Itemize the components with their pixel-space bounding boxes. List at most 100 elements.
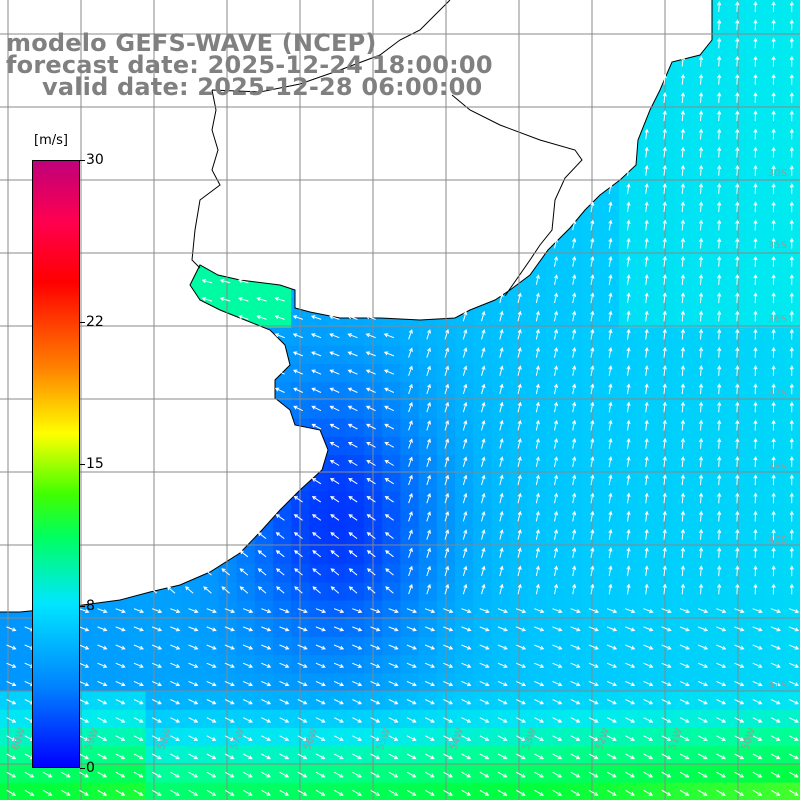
wind-arrow xyxy=(770,753,781,760)
wind-arrow xyxy=(315,644,326,650)
wind-arrow xyxy=(481,438,486,449)
wind-arrow xyxy=(424,626,436,632)
wind-arrow xyxy=(572,292,577,304)
wind-arrow xyxy=(753,401,758,413)
wind-arrow xyxy=(679,680,690,687)
wind-arrow xyxy=(644,255,649,267)
wind-arrow xyxy=(133,644,144,650)
wind-arrow xyxy=(679,699,690,705)
wind-arrow xyxy=(608,183,613,194)
wind-arrow xyxy=(426,511,431,522)
wind-arrow xyxy=(608,547,613,558)
wind-arrow xyxy=(352,753,363,760)
wind-arrow xyxy=(347,423,358,430)
wind-arrow xyxy=(515,717,526,723)
wind-arrow xyxy=(329,442,340,448)
wind-arrow xyxy=(242,699,253,705)
wind-arrow xyxy=(188,735,199,741)
wind-arrow xyxy=(293,550,303,558)
wind-arrow xyxy=(644,510,649,522)
wind-arrow xyxy=(292,369,304,375)
wind-arrow xyxy=(330,550,340,558)
wind-arrow xyxy=(333,717,344,723)
wind-arrow xyxy=(698,789,708,796)
wind-arrow xyxy=(370,608,381,614)
wind-arrow xyxy=(771,164,776,176)
wind-arrow xyxy=(97,789,108,796)
wind-arrow xyxy=(680,547,686,558)
wind-arrow xyxy=(443,662,454,668)
wind-arrow xyxy=(206,717,217,723)
wind-arrow xyxy=(789,365,794,376)
wind-arrow xyxy=(752,789,763,796)
wind-arrow xyxy=(515,626,527,632)
wind-arrow xyxy=(365,369,376,375)
wind-arrow xyxy=(170,626,181,632)
wind-arrow xyxy=(735,401,740,413)
wind-arrow xyxy=(499,438,504,449)
wind-arrow xyxy=(347,315,358,320)
wind-arrow xyxy=(462,419,468,431)
wind-arrow xyxy=(608,419,613,431)
wind-arrow xyxy=(771,110,776,122)
wind-arrow xyxy=(643,735,654,741)
wind-arrow xyxy=(680,183,686,194)
wind-arrow xyxy=(148,586,158,594)
wind-arrow xyxy=(206,699,217,705)
wind-arrow xyxy=(444,347,450,358)
wind-arrow xyxy=(79,699,90,705)
wind-arrow xyxy=(590,547,595,558)
wind-arrow xyxy=(444,401,450,413)
wind-arrow xyxy=(499,565,504,577)
wind-arrow xyxy=(79,753,90,760)
wind-arrow xyxy=(311,405,322,412)
wind-arrow xyxy=(481,529,486,540)
wind-arrow xyxy=(626,401,631,413)
colorbar-tick xyxy=(80,160,85,161)
wind-arrow xyxy=(662,274,667,285)
wind-arrow xyxy=(151,644,163,650)
wind-arrow xyxy=(462,474,468,486)
wind-arrow xyxy=(347,387,358,393)
wind-arrow xyxy=(644,292,649,304)
wind-arrow xyxy=(499,383,504,395)
wind-arrow xyxy=(771,401,776,413)
wind-arrow xyxy=(789,128,794,140)
wind-arrow xyxy=(426,401,431,413)
wind-arrow xyxy=(608,456,613,467)
wind-arrow xyxy=(242,753,253,760)
wind-arrow xyxy=(499,310,504,322)
wind-arrow xyxy=(789,201,794,213)
wind-arrow xyxy=(497,753,508,760)
wind-arrow xyxy=(625,680,636,687)
wind-arrow xyxy=(752,644,763,650)
wind-arrow xyxy=(735,565,740,577)
wind-arrow xyxy=(170,789,180,796)
wind-arrow xyxy=(517,401,522,413)
wind-arrow xyxy=(497,699,508,705)
wind-arrow xyxy=(698,437,704,449)
wind-arrow xyxy=(771,73,776,85)
wind-arrow xyxy=(771,128,776,140)
wind-arrow xyxy=(242,735,253,741)
wind-arrow xyxy=(479,717,490,723)
wind-arrow xyxy=(24,771,35,778)
wind-arrow xyxy=(534,789,544,796)
wind-arrow xyxy=(680,292,686,304)
wind-arrow xyxy=(535,583,540,595)
wind-arrow xyxy=(242,662,254,668)
wind-arrow xyxy=(329,333,340,339)
wind-arrow xyxy=(79,789,89,796)
wind-arrow xyxy=(753,346,758,358)
wind-arrow xyxy=(329,315,340,320)
wind-arrow xyxy=(151,717,162,723)
wind-arrow xyxy=(365,351,376,357)
wind-arrow xyxy=(572,492,577,504)
wind-arrow xyxy=(535,365,540,376)
wind-arrow xyxy=(348,496,358,503)
wind-arrow xyxy=(274,297,285,302)
wind-arrow xyxy=(333,626,345,632)
wind-arrow xyxy=(406,608,418,614)
wind-arrow xyxy=(644,383,649,395)
